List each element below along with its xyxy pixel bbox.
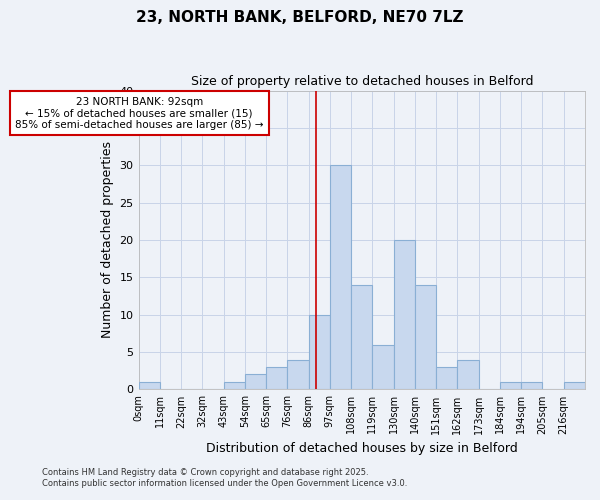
Bar xyxy=(394,240,415,390)
Y-axis label: Number of detached properties: Number of detached properties xyxy=(101,142,114,338)
Bar xyxy=(224,382,245,390)
Bar xyxy=(436,367,457,390)
Bar xyxy=(287,360,308,390)
Bar xyxy=(266,367,287,390)
Bar xyxy=(139,382,160,390)
Bar xyxy=(415,285,436,390)
Bar xyxy=(330,166,351,390)
Bar xyxy=(500,382,521,390)
X-axis label: Distribution of detached houses by size in Belford: Distribution of detached houses by size … xyxy=(206,442,518,455)
Bar xyxy=(457,360,479,390)
Bar xyxy=(564,382,585,390)
Bar xyxy=(521,382,542,390)
Bar xyxy=(245,374,266,390)
Bar xyxy=(308,314,330,390)
Text: 23, NORTH BANK, BELFORD, NE70 7LZ: 23, NORTH BANK, BELFORD, NE70 7LZ xyxy=(136,10,464,25)
Title: Size of property relative to detached houses in Belford: Size of property relative to detached ho… xyxy=(191,75,533,88)
Bar xyxy=(373,344,394,390)
Text: Contains HM Land Registry data © Crown copyright and database right 2025.
Contai: Contains HM Land Registry data © Crown c… xyxy=(42,468,407,487)
Bar xyxy=(351,285,373,390)
Text: 23 NORTH BANK: 92sqm
← 15% of detached houses are smaller (15)
85% of semi-detac: 23 NORTH BANK: 92sqm ← 15% of detached h… xyxy=(15,96,263,130)
